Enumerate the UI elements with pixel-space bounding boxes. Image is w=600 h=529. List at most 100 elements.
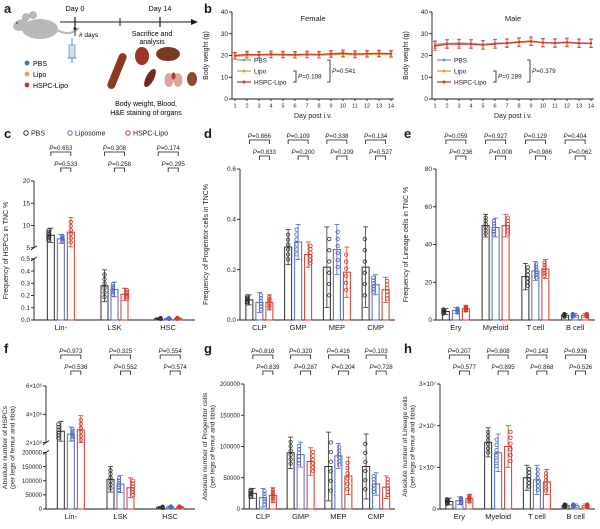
svg-text:HSC: HSC xyxy=(162,512,178,521)
svg-text:3: 3 xyxy=(457,104,460,110)
mouse-icon xyxy=(13,11,80,39)
svg-text:P=0.129: P=0.129 xyxy=(524,133,548,140)
chart-lineage-absolute: 0 1×10⁷ 2×10⁷ 3×10⁷ Absolute number of Linea… xyxy=(400,340,600,529)
p-value-brackets: P=0.653 P=0.533 P=0.308 P=0.258 P=0.174 P=0.2… xyxy=(49,145,185,172)
svg-text:P=0.289: P=0.289 xyxy=(498,74,522,81)
chart-svg-f: 0 50000 100000 150000 200000 2×10⁶ 4×10⁶ 6×10⁶ A… xyxy=(2,348,195,521)
svg-text:GMP: GMP xyxy=(292,512,309,521)
chart-body-weight-female: 0 10 20 30 40 1 2 3 4 5 6 7 8 9 10 11 12 13 14 Day post i.v… xyxy=(200,0,400,125)
panel-h-letter: h xyxy=(404,341,412,356)
svg-text:3×10⁷: 3×10⁷ xyxy=(419,381,437,388)
chart-hspc-frequency: 0.0 0.1 0.2 0.3 0.4 0.5 5 10 15 20 Frequency of HS… xyxy=(0,125,200,340)
svg-text:Lin-: Lin- xyxy=(65,512,78,521)
lung-right-icon xyxy=(173,73,183,87)
svg-text:0: 0 xyxy=(432,506,436,513)
chart-svg-e: 0 20 40 60 80 Frequency of Lineage cells in T… xyxy=(403,133,595,332)
svg-text:PBS: PBS xyxy=(254,57,268,64)
svg-text:5: 5 xyxy=(481,104,484,110)
svg-text:0: 0 xyxy=(224,96,228,103)
svg-text:0: 0 xyxy=(237,507,241,513)
svg-text:0.0: 0.0 xyxy=(21,317,30,324)
chart-svg-h: 0 1×10⁷ 2×10⁷ 3×10⁷ Absolute number of Linea… xyxy=(402,348,595,521)
svg-text:2×10⁶: 2×10⁶ xyxy=(26,440,43,447)
svg-text:0: 0 xyxy=(39,507,43,513)
svg-text:Lipo: Lipo xyxy=(454,68,467,75)
svg-text:1×10⁷: 1×10⁷ xyxy=(419,465,437,472)
svg-text:0.1: 0.1 xyxy=(21,305,30,312)
row-2: c 0.0 0.1 0.2 0.3 0.4 0.5 5 10 15 20 Frequency of … xyxy=(0,125,600,340)
p-value-brackets: P=0.108 P=0.541 xyxy=(293,59,356,83)
analysis-caption-line1: Body weight, Blood, xyxy=(115,101,177,108)
chart-svg-d: 0.0 0.2 0.4 0.6 Frequency of Progenitor cell… xyxy=(203,133,395,332)
svg-text:Absolute number of Lineage cel: Absolute number of Lineage cells xyxy=(402,396,409,497)
svg-text:2×10⁷: 2×10⁷ xyxy=(419,423,437,430)
svg-text:0.4: 0.4 xyxy=(227,217,236,224)
svg-text:P=0.839: P=0.839 xyxy=(256,364,280,371)
chart-svg-g: 0 50000 100000 150000 200000 Absolute number … xyxy=(202,348,395,521)
pbs-dot-icon xyxy=(24,60,30,66)
svg-text:0.2: 0.2 xyxy=(21,293,30,300)
legend-hspc-lipo-label: HSPC-Lipo xyxy=(33,83,68,90)
svg-text:0: 0 xyxy=(424,96,428,103)
svg-text:11: 11 xyxy=(352,104,358,110)
svg-text:Frequency of Progenitor cells: Frequency of Progenitor cells in TNC% xyxy=(203,184,210,305)
svg-text:0.6: 0.6 xyxy=(227,166,236,173)
scatter-points xyxy=(46,219,180,322)
svg-text:50000: 50000 xyxy=(25,493,42,499)
svg-text:MEP: MEP xyxy=(329,323,345,332)
svg-text:8: 8 xyxy=(317,104,320,110)
svg-text:B cell: B cell xyxy=(566,512,585,521)
legend: PBS Lipo HSPC-Lipo xyxy=(437,57,487,86)
row-1: a Day 0 xyxy=(0,0,600,125)
panel-c: c 0.0 0.1 0.2 0.3 0.4 0.5 5 10 15 20 Frequency of … xyxy=(0,125,200,340)
svg-text:P=0.325: P=0.325 xyxy=(109,348,133,355)
svg-text:0: 0 xyxy=(428,317,432,324)
scatter-points xyxy=(248,439,390,507)
svg-text:P=0.973: P=0.973 xyxy=(59,348,83,355)
svg-text:14: 14 xyxy=(388,104,394,110)
svg-text:P=0.059: P=0.059 xyxy=(444,133,468,140)
svg-text:P=0.109: P=0.109 xyxy=(287,133,311,140)
svg-text:P=0.209: P=0.209 xyxy=(330,149,354,156)
svg-text:P=0.527: P=0.527 xyxy=(369,149,393,156)
panel-e: e 0 20 40 60 80 Frequency of Lineage cells in… xyxy=(400,125,600,340)
svg-text:P=0.295: P=0.295 xyxy=(162,161,186,168)
chart-body-weight-male: 0 10 20 30 40 1 2 3 4 5 6 7 8 9 10 11 12 13 14 Day post i.v… xyxy=(400,0,600,125)
svg-text:P=0.416: P=0.416 xyxy=(327,348,351,355)
p-value-brackets: P=0.816 P=0.839 P=0.320 P=0.287 P=0.416 P=0.2… xyxy=(251,348,393,375)
svg-text:P=0.134: P=0.134 xyxy=(364,133,388,140)
svg-text:40: 40 xyxy=(221,9,229,16)
svg-text:Male: Male xyxy=(505,14,521,23)
svg-text:2: 2 xyxy=(245,104,248,110)
svg-text:8: 8 xyxy=(517,104,520,110)
svg-text:Liposome: Liposome xyxy=(75,131,105,138)
svg-text:Absolute number of HSPCs: Absolute number of HSPCs xyxy=(2,405,9,489)
svg-text:100000: 100000 xyxy=(220,445,241,451)
svg-text:PBS: PBS xyxy=(31,131,45,138)
up-arrow-icon xyxy=(73,26,77,30)
panel-g: g 0 50000 100000 150000 200000 Absolute numbe… xyxy=(200,340,400,529)
panel-h: h 0 1×10⁷ 2×10⁷ 3×10⁷ Absolute number of Lin… xyxy=(400,340,600,529)
spleen-icon xyxy=(144,68,156,88)
chart-progenitor-absolute: 0 50000 100000 150000 200000 Absolute number … xyxy=(200,340,400,529)
scatter-points xyxy=(56,417,182,510)
svg-text:CMP: CMP xyxy=(368,512,385,521)
chart-progenitor-frequency: 0.0 0.2 0.4 0.6 Frequency of Progenitor cell… xyxy=(200,125,400,340)
svg-text:HSPC-Lipo: HSPC-Lipo xyxy=(133,131,168,138)
svg-text:10: 10 xyxy=(221,74,229,81)
panel-b-male: 0 10 20 30 40 1 2 3 4 5 6 7 8 9 10 11 12 13 14 Day post i.v… xyxy=(400,0,600,125)
femur-icon xyxy=(107,53,127,89)
svg-text:40: 40 xyxy=(425,242,433,249)
svg-text:5: 5 xyxy=(26,245,30,252)
svg-text:P=0.404: P=0.404 xyxy=(564,133,588,140)
organs-icons xyxy=(107,47,197,89)
svg-text:P=0.204: P=0.204 xyxy=(332,364,356,371)
svg-text:12: 12 xyxy=(364,104,370,110)
svg-text:CLP: CLP xyxy=(252,323,267,332)
svg-text:150000: 150000 xyxy=(22,465,43,471)
svg-text:P=0.833: P=0.833 xyxy=(253,149,277,156)
svg-text:7: 7 xyxy=(505,104,508,110)
svg-text:P=0.379: P=0.379 xyxy=(532,68,556,75)
